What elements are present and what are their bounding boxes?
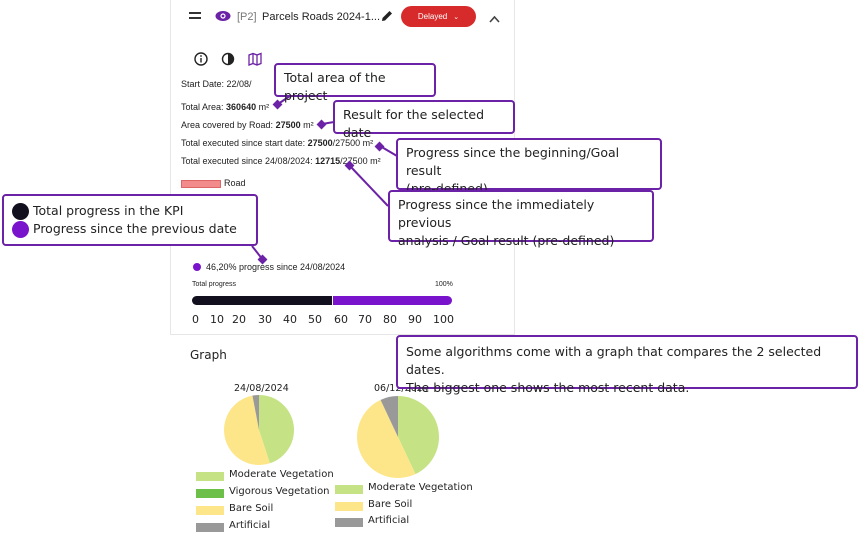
- total-area-row: Total Area: 360640 m²: [181, 102, 270, 112]
- callout-graph: Some algorithms come with a graph that c…: [396, 335, 858, 395]
- start-date: Start Date: 22/08/: [181, 79, 252, 89]
- pie-slice-moderate-vegetation: [398, 396, 439, 475]
- progress-tick: 10: [210, 313, 224, 326]
- callout-kpi-legend: Total progress in the KPI Progress since…: [2, 194, 258, 246]
- progress-tick: 50: [308, 313, 322, 326]
- progress-tick: 80: [383, 313, 397, 326]
- info-icon[interactable]: [194, 52, 208, 71]
- kpi-previous-row: Progress since the previous date: [12, 220, 248, 238]
- kpi-previous-dot: [12, 221, 29, 238]
- menu-icon[interactable]: [189, 12, 201, 20]
- previous-progress-dot: [193, 263, 201, 271]
- progress-since-text: 46,20% progress since 24/08/2024: [206, 262, 346, 272]
- progress-tick: 60: [334, 313, 348, 326]
- road-legend-label: Road: [224, 178, 246, 188]
- progress-tick: 20: [232, 313, 246, 326]
- kpi-total-row: Total progress in the KPI: [12, 202, 248, 220]
- executed-since-previous-row: Total executed since 24/08/2024: 12715/2…: [181, 156, 381, 166]
- progress-tick: 0: [192, 313, 199, 326]
- pie-slice-artificial: [252, 395, 259, 430]
- executed-since-start-row: Total executed since start date: 27500/2…: [181, 138, 374, 148]
- callout-selected-date: Result for the selected date: [333, 100, 515, 140]
- eye-icon[interactable]: [215, 9, 231, 28]
- progress-bar-total: [192, 296, 332, 305]
- legend-label: Vigorous Vegetation: [229, 486, 330, 497]
- callout-since-beginning: Progress since the beginning/Goal result…: [396, 138, 662, 196]
- legend-swatch: [196, 472, 224, 481]
- callout-since-previous: Progress since the immediately previous …: [388, 190, 654, 248]
- progress-tick: 40: [283, 313, 297, 326]
- project-title: Parcels Roads 2024-1...: [262, 11, 381, 23]
- chevron-down-icon: ⌄: [453, 13, 460, 21]
- progress-tick: 100: [433, 313, 454, 326]
- legend-swatch: [196, 506, 224, 515]
- legend-swatch: [335, 501, 363, 511]
- progress-tick: 90: [408, 313, 422, 326]
- progress-max-label: 100%: [435, 281, 453, 288]
- legend-label: Artificial: [368, 515, 410, 526]
- legend-swatch: [196, 489, 224, 498]
- kpi-total-dot: [12, 203, 29, 220]
- pie-left-date: 24/08/2024: [234, 383, 289, 394]
- pie-right: [357, 396, 439, 478]
- legend-label: Bare Soil: [368, 498, 413, 510]
- legend-label: Moderate Vegetation: [229, 469, 334, 480]
- status-dropdown[interactable]: Delayed ⌄: [401, 6, 476, 27]
- progress-tick: 30: [258, 313, 272, 326]
- project-code: [P2]: [237, 11, 257, 23]
- edit-icon[interactable]: [380, 9, 394, 28]
- legend-swatch: [335, 518, 363, 527]
- status-label: Delayed: [417, 12, 448, 21]
- legend-label: Bare Soil: [229, 503, 274, 514]
- road-legend-swatch: [181, 180, 221, 188]
- progress-bar: [192, 296, 452, 305]
- legend-swatch: [335, 485, 363, 494]
- pie-slice-artificial: [380, 396, 398, 437]
- pie-left: [224, 395, 294, 465]
- pie-slice-moderate-vegetation: [259, 395, 294, 464]
- area-covered-row: Area covered by Road: 27500 m²: [181, 120, 314, 130]
- callout-total-area: Total area of the project: [274, 63, 436, 103]
- legend-label: Moderate Vegetation: [368, 482, 473, 493]
- pie-slice-bare-soil: [224, 395, 270, 465]
- graph-title: Graph: [190, 348, 227, 362]
- contrast-icon[interactable]: [221, 52, 235, 71]
- total-progress-label: Total progress: [192, 281, 236, 288]
- legend-swatch: [196, 523, 224, 532]
- progress-bar-previous: [333, 296, 452, 305]
- map-icon[interactable]: [248, 52, 262, 71]
- chevron-up-icon[interactable]: [489, 10, 500, 28]
- progress-tick: 70: [358, 313, 372, 326]
- pie-slice-bare-soil: [357, 399, 416, 478]
- legend-label: Artificial: [229, 520, 271, 531]
